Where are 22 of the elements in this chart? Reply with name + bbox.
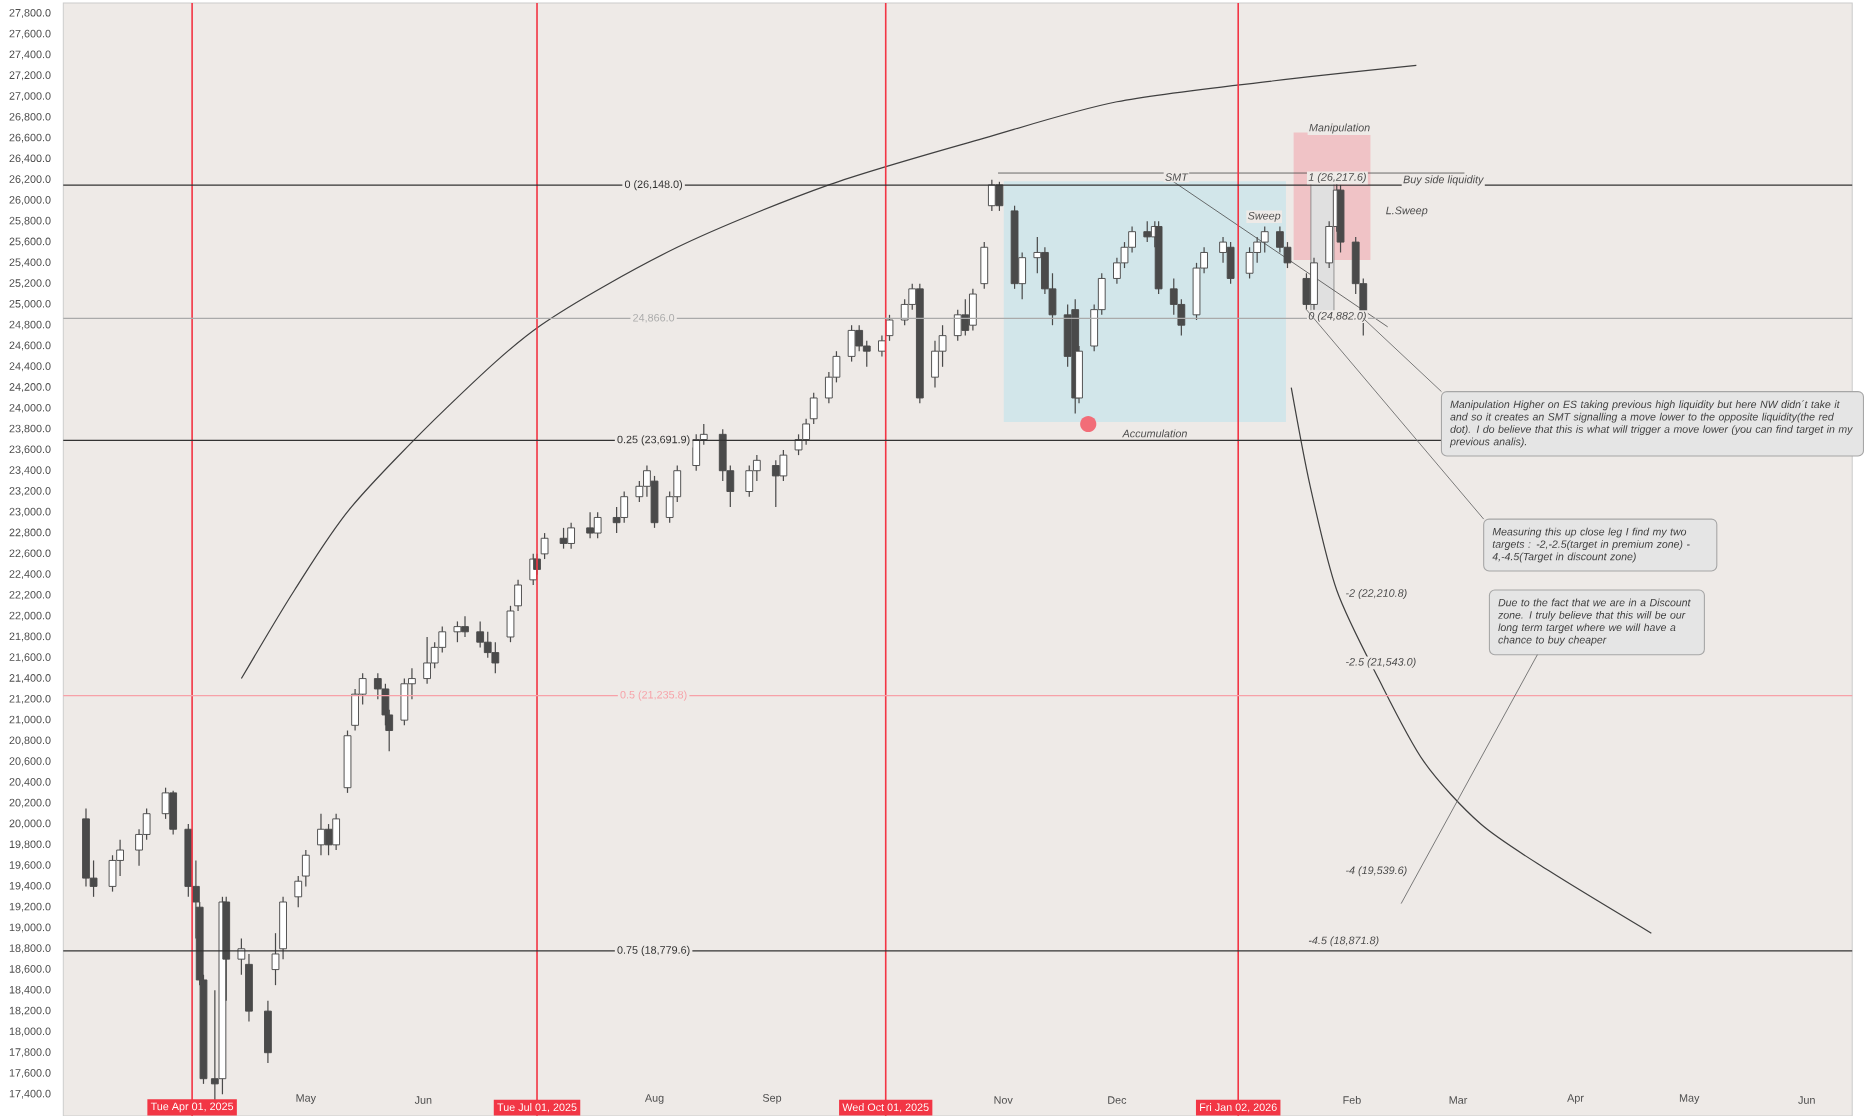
candlestick xyxy=(324,823,333,856)
candlestick xyxy=(650,474,659,529)
candlestick xyxy=(995,180,1004,212)
candlestick xyxy=(969,287,977,331)
candlestick xyxy=(1310,256,1318,310)
candlestick xyxy=(169,789,178,835)
candlestick xyxy=(453,620,462,643)
candlestick xyxy=(461,615,469,638)
candlestick xyxy=(847,324,856,362)
candlestick xyxy=(559,526,568,549)
candlestick xyxy=(1226,241,1235,284)
candlestick xyxy=(586,511,594,539)
candlestick xyxy=(332,812,341,851)
candlestick xyxy=(980,241,989,290)
candlestick xyxy=(593,511,602,539)
candlestick xyxy=(567,521,576,549)
candlestick xyxy=(878,334,886,357)
candlestick xyxy=(1143,220,1152,243)
candlestick xyxy=(264,999,272,1064)
candlestick xyxy=(317,812,325,856)
candlestick xyxy=(771,459,780,508)
candlestick xyxy=(423,635,431,684)
